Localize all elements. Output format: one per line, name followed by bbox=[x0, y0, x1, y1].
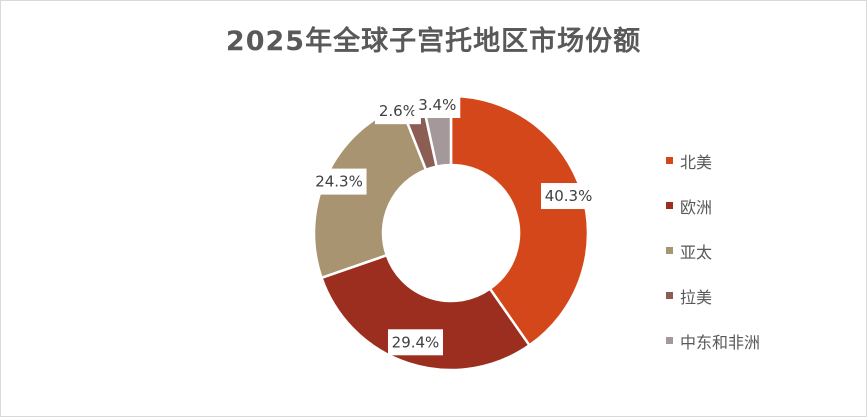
data-label-text: 2.6% bbox=[379, 102, 417, 120]
data-label-box bbox=[387, 329, 443, 356]
legend-item-1: 北美 bbox=[666, 147, 760, 174]
data-label-3: 24.3% bbox=[311, 168, 367, 195]
data-label-text: 24.3% bbox=[315, 173, 363, 191]
legend-label: 北美 bbox=[680, 152, 713, 172]
data-label-text: 29.4% bbox=[392, 333, 440, 351]
chart-legend: 北美欧洲亚太拉美中东和非洲 bbox=[666, 147, 760, 372]
legend-swatch bbox=[666, 202, 673, 209]
legend-label: 亚太 bbox=[680, 242, 713, 262]
legend-item-2: 欧洲 bbox=[666, 192, 760, 219]
legend-swatch bbox=[666, 157, 673, 164]
legend-item-4: 拉美 bbox=[666, 282, 760, 309]
legend-swatch bbox=[666, 337, 673, 344]
legend-swatch bbox=[666, 292, 673, 299]
data-label-2: 29.4% bbox=[387, 329, 443, 356]
data-label-4: 2.6% bbox=[374, 98, 421, 125]
legend-item-3: 亚太 bbox=[666, 237, 760, 264]
data-label-text: 3.4% bbox=[418, 96, 456, 114]
legend-label: 欧洲 bbox=[680, 197, 713, 217]
data-labels: 40.3% 29.4% 24.3% 2.6% 3.4% bbox=[311, 92, 597, 356]
data-label-text: 40.3% bbox=[545, 187, 593, 205]
data-label-1: 40.3% bbox=[541, 183, 597, 210]
data-label-box bbox=[414, 92, 461, 119]
donut-slices bbox=[312, 94, 590, 372]
data-label-box bbox=[311, 168, 367, 195]
donut-slice-1 bbox=[449, 94, 590, 348]
legend-item-5: 中东和非洲 bbox=[666, 327, 760, 354]
data-label-box bbox=[374, 98, 421, 125]
legend-label: 拉美 bbox=[680, 287, 713, 307]
legend-label: 中东和非洲 bbox=[680, 332, 761, 352]
data-label-box bbox=[541, 183, 597, 210]
chart-title: 2025年全球子宫托地区市场份额 bbox=[225, 26, 642, 57]
legend-swatch bbox=[666, 247, 673, 254]
data-label-5: 3.4% bbox=[414, 92, 461, 119]
donut-slice-2 bbox=[319, 253, 532, 372]
